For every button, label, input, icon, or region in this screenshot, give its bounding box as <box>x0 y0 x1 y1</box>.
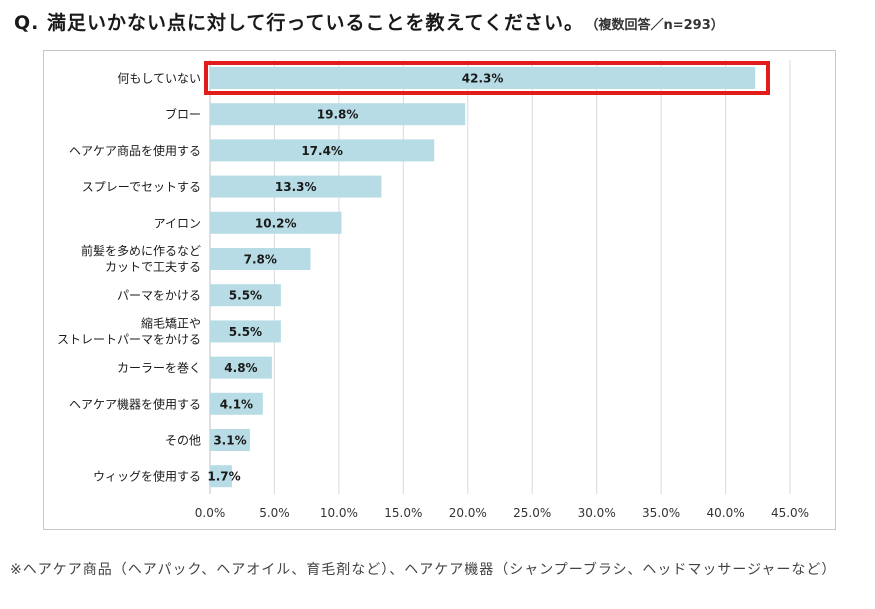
bar-value-label: 19.8% <box>317 108 359 122</box>
bar <box>210 465 232 488</box>
category-label: ウィッグを使用する <box>93 469 201 484</box>
category-label: ブロー <box>165 107 201 122</box>
bar <box>210 67 756 89</box>
bar <box>210 103 466 126</box>
bar-value-label: 13.3% <box>275 180 317 194</box>
x-tick-label: 0.0% <box>195 506 226 520</box>
bar <box>210 320 281 343</box>
category-label: ヘアケア商品を使用する <box>69 143 201 158</box>
bar <box>210 392 263 415</box>
category-label: カーラーを巻く <box>117 361 201 375</box>
bar <box>210 211 342 234</box>
category-label: アイロン <box>154 216 201 230</box>
question-title: Q. 満足いかない点に対して行っていることを教えてください。 （複数回答／n=29… <box>14 8 724 35</box>
bar <box>210 356 272 379</box>
highlight-box <box>204 61 770 95</box>
bar <box>210 248 311 270</box>
category-label: その他 <box>165 434 201 448</box>
footnote: ※ヘアケア商品（ヘアパック、ヘアオイル、育毛剤など）、ヘアケア機器（シャンプーブ… <box>10 562 837 578</box>
bar-value-label: 5.5% <box>229 325 262 339</box>
category-label: 前髪を多めに作るなど <box>81 243 201 258</box>
x-tick-label: 20.0% <box>449 506 487 520</box>
x-tick-label: 15.0% <box>384 506 422 520</box>
category-label: 何もしていない <box>117 72 201 86</box>
category-label: ヘアケア機器を使用する <box>69 396 201 411</box>
question-note: （複数回答／n=293） <box>591 18 724 33</box>
x-tick-label: 35.0% <box>642 506 680 520</box>
bar-value-label: 17.4% <box>301 144 343 158</box>
bar-value-label: 1.7% <box>207 470 240 484</box>
bar-value-label: 7.8% <box>244 253 277 267</box>
bar-value-label: 3.1% <box>213 434 246 448</box>
x-tick-label: 40.0% <box>706 506 744 520</box>
x-tick-label: 5.0% <box>259 506 290 520</box>
bar <box>210 139 435 162</box>
bar-value-label: 10.2% <box>255 216 297 230</box>
x-tick-label: 25.0% <box>513 506 551 520</box>
x-tick-label: 10.0% <box>320 506 358 520</box>
category-label: パーマをかける <box>117 289 201 303</box>
x-tick-label: 45.0% <box>771 506 809 520</box>
bar-value-label: 5.5% <box>229 289 262 303</box>
bar-value-label: 4.8% <box>224 361 257 375</box>
bar-chart: 0.0% 5.0% 10.0% 15.0% 20.0% 25.0% 30.0% 35.0% 40… <box>57 60 809 520</box>
chart-area <box>43 50 836 530</box>
category-label: 縮毛矯正や <box>141 315 201 330</box>
bar-value-label: 4.1% <box>220 397 253 411</box>
category-label: スプレーでセットする <box>82 180 201 194</box>
x-tick-label: 30.0% <box>578 506 616 520</box>
question-text: Q. 満足いかない点に対して行っていることを教えてください。 <box>14 12 584 34</box>
bar <box>210 429 250 451</box>
bar <box>210 175 382 198</box>
category-label: ストレートパーマをかける <box>57 332 201 346</box>
bar <box>210 284 281 307</box>
category-label: カットで工夫する <box>105 260 201 274</box>
bar-value-label: 42.3% <box>462 72 504 86</box>
